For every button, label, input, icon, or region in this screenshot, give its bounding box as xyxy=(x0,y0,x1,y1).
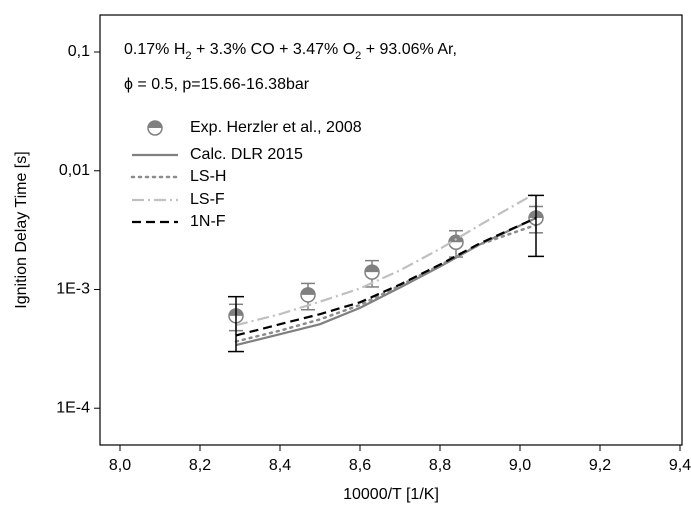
x-tick-label: 9,2 xyxy=(589,457,611,474)
annotation: 0.17% H2 + 3.3% CO + 3.47% O2 + 93.06% A… xyxy=(124,41,457,62)
marker-fill xyxy=(365,265,379,273)
y-tick-label: 1E-3 xyxy=(56,281,90,298)
annotation: ϕ = 0.5, p=15.66-16.38bar xyxy=(124,76,310,93)
subscript: 2 xyxy=(185,50,191,62)
marker xyxy=(300,287,316,303)
x-tick-label: 8,8 xyxy=(429,457,451,474)
annotation-text: 0.17% H xyxy=(124,41,185,58)
legend-label: 1N-F xyxy=(190,213,226,230)
x-tick-label: 8,4 xyxy=(269,457,291,474)
series-line xyxy=(235,217,537,347)
y-tick-label: 1E-4 xyxy=(56,399,90,416)
marker-fill xyxy=(301,287,315,295)
x-tick-label: 8,6 xyxy=(349,457,371,474)
x-tick-label: 9,4 xyxy=(669,457,691,474)
legend-label: LS-F xyxy=(190,191,225,208)
x-axis-label: 10000/T [1/K] xyxy=(343,486,439,503)
series-line xyxy=(234,223,538,343)
y-tick-label: 0,01 xyxy=(59,162,90,179)
annotation-text: ϕ = 0.5, p=15.66-16.38bar xyxy=(124,76,310,93)
legend-label: LS-H xyxy=(190,168,226,185)
marker-fill xyxy=(148,121,162,128)
annotation-text: + 3.3% CO + 3.47% O xyxy=(192,41,356,58)
x-tick-label: 8,2 xyxy=(189,457,211,474)
x-tick-label: 8,0 xyxy=(109,457,131,474)
series-line xyxy=(235,216,537,337)
y-axis-label: Ignition Delay Time [s] xyxy=(13,151,30,308)
plot-frame xyxy=(99,14,683,446)
x-tick-label: 9,0 xyxy=(509,457,531,474)
series-line xyxy=(235,192,537,327)
annotation-text: + 93.06% Ar, xyxy=(361,41,457,58)
y-tick-label: 0,1 xyxy=(68,43,90,60)
marker xyxy=(147,120,163,136)
legend-label: Exp. Herzler et al., 2008 xyxy=(190,119,362,136)
legend-label: Calc. DLR 2015 xyxy=(190,146,303,163)
subscript: 2 xyxy=(355,50,361,62)
marker xyxy=(364,264,380,280)
